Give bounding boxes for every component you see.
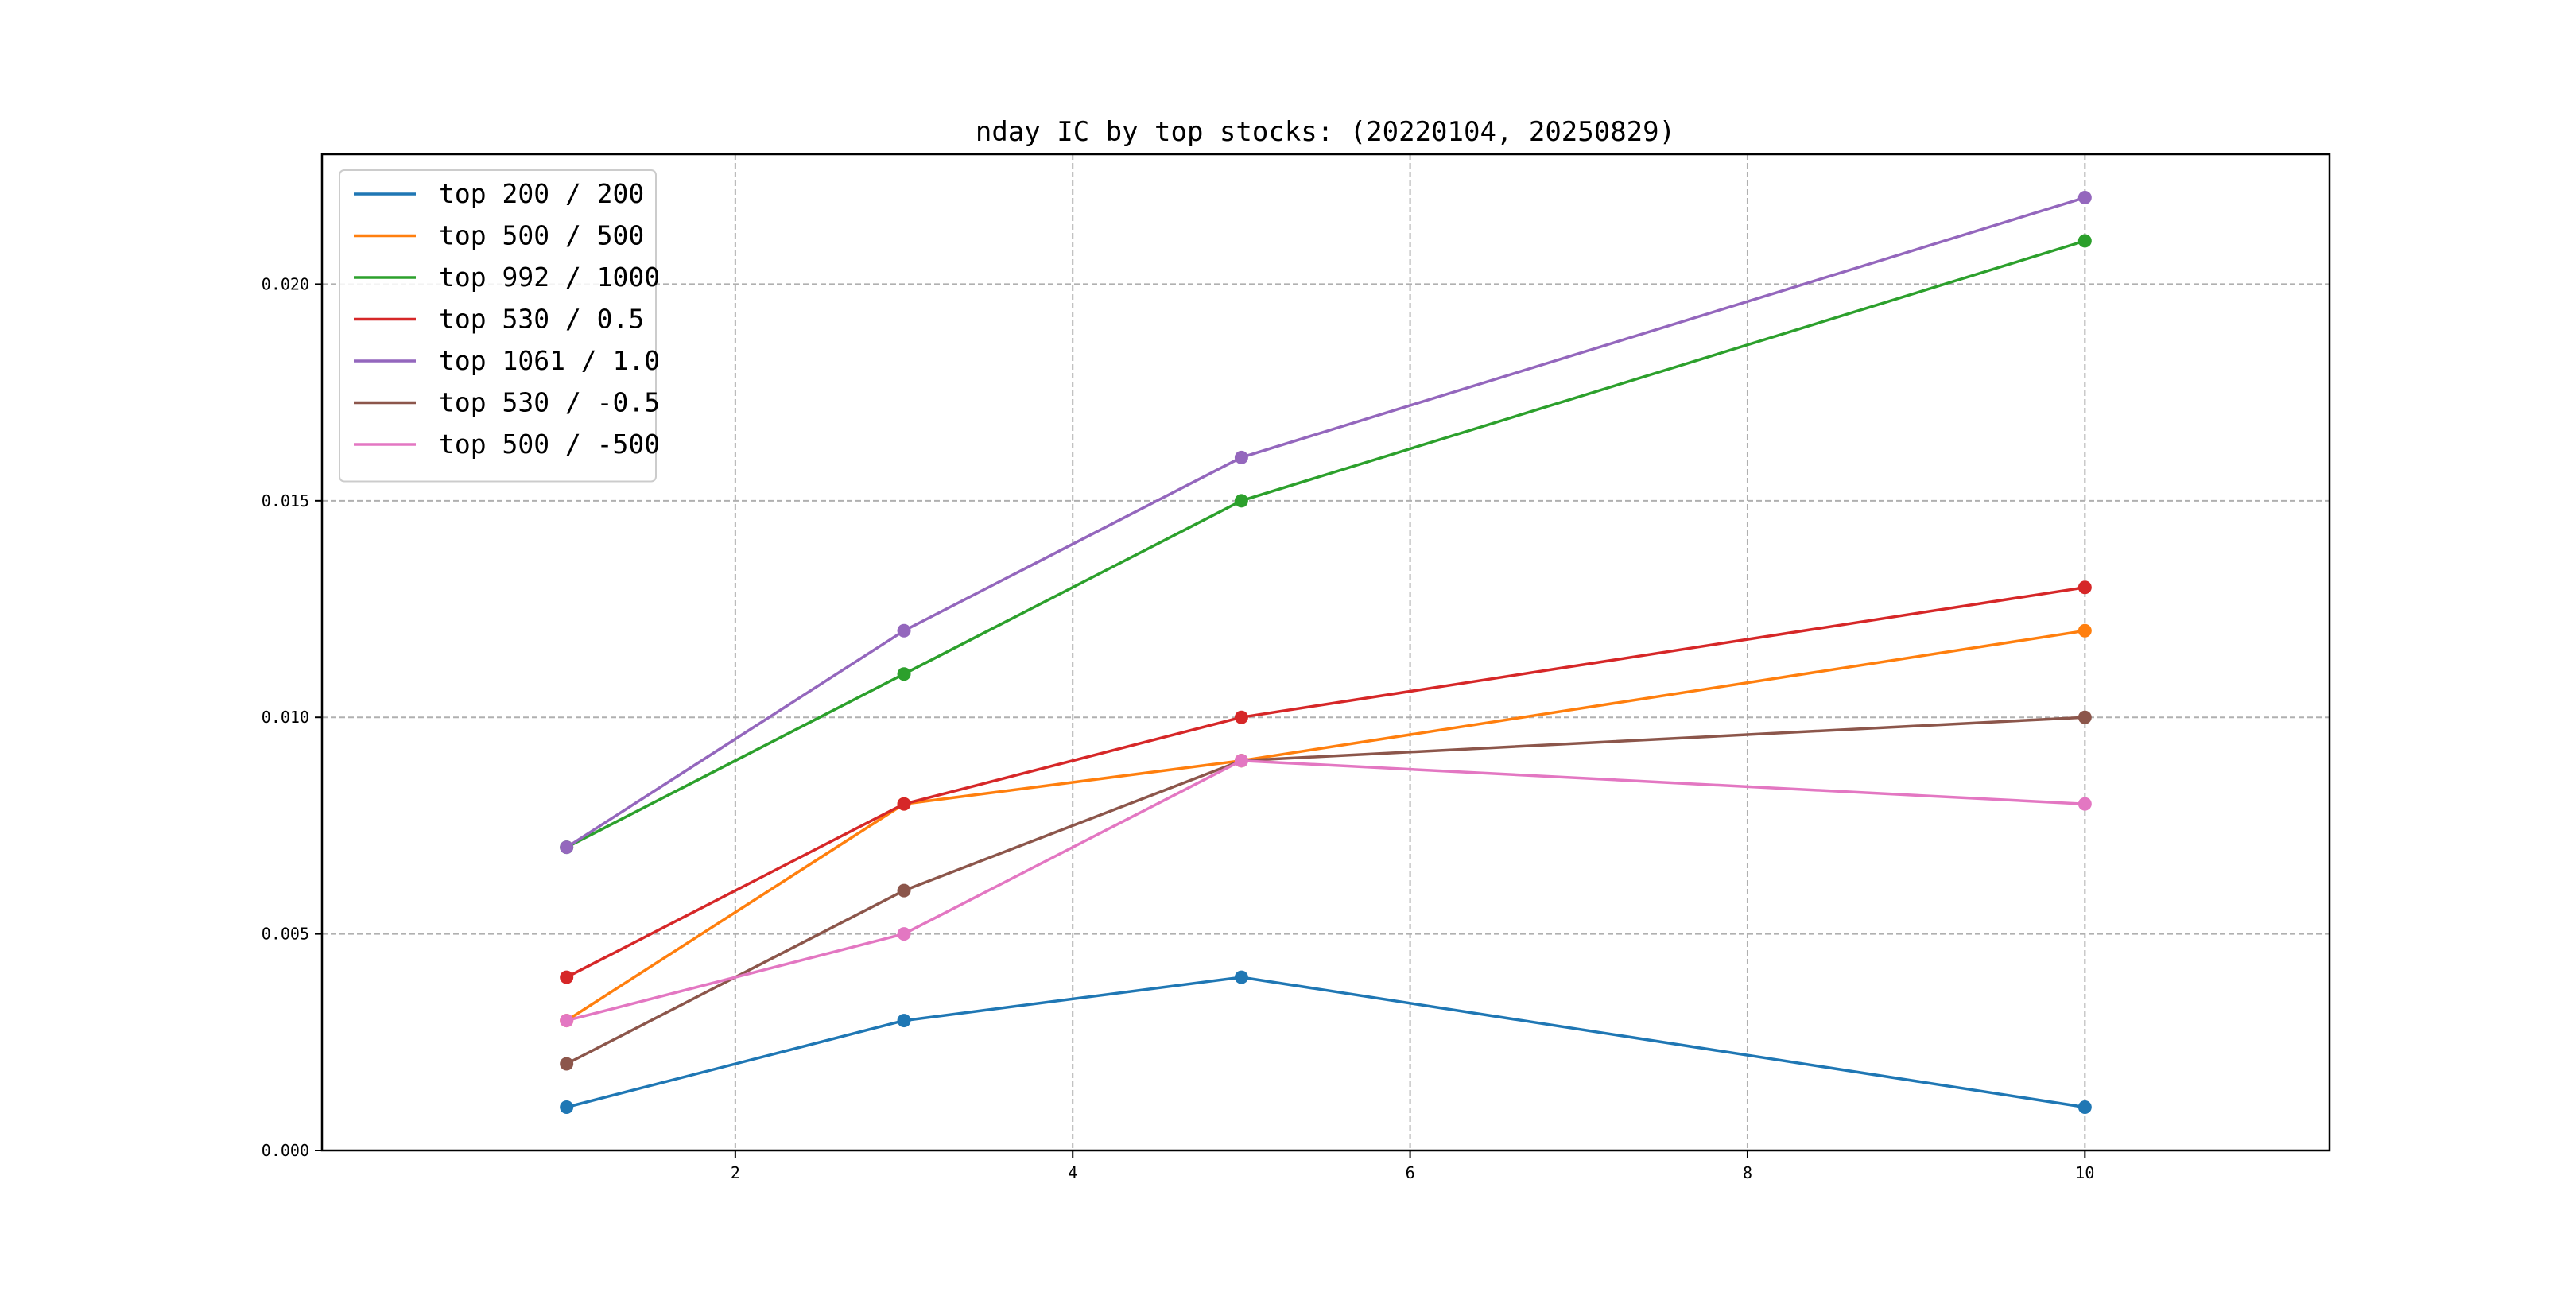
legend-box: [339, 169, 657, 483]
legend-item: top 200 / 200: [354, 178, 644, 209]
data-point: [560, 1057, 574, 1071]
x-tick-label: 2: [731, 1163, 740, 1182]
data-point: [1234, 710, 1248, 724]
data-point: [2077, 710, 2092, 724]
series-group: [560, 623, 2092, 1028]
legend-label: top 500 / -500: [439, 429, 660, 460]
data-point: [2077, 190, 2092, 204]
y-tick-label: 0.000: [262, 1141, 309, 1160]
series-line: [566, 976, 2085, 1109]
y-tick-label: 0.010: [262, 708, 309, 727]
series-group: [560, 580, 2092, 984]
legend-item: top 500 / 500: [354, 220, 644, 251]
series-group: [560, 970, 2092, 1115]
data-point: [560, 970, 574, 984]
series-layer: [560, 190, 2092, 1115]
legend-item: top 500 / -500: [354, 429, 660, 460]
x-tick-label: 6: [1406, 1163, 1415, 1182]
data-point: [2077, 623, 2092, 638]
data-point: [1234, 494, 1248, 508]
x-tick-label: 4: [1068, 1163, 1077, 1182]
y-tick-label: 0.020: [262, 274, 309, 293]
data-point: [897, 1014, 911, 1028]
y-tick-label: 0.005: [262, 925, 309, 944]
legend-label: top 1061 / 1.0: [439, 345, 660, 376]
series-line: [566, 759, 2085, 1022]
legend-item: top 530 / -0.5: [354, 387, 660, 418]
data-point: [897, 797, 911, 811]
x-tick-label: 10: [2075, 1163, 2094, 1182]
data-point: [2077, 1100, 2092, 1115]
data-point: [560, 840, 574, 855]
data-point: [897, 883, 911, 898]
tick-layer: 2 4 6 8 10 0.000 0.005 0.010 0.015 0.020: [262, 274, 2095, 1182]
data-point: [2077, 580, 2092, 595]
y-tick-label: 0.015: [262, 491, 309, 510]
legend: top 200 / 200 top 500 / 500 top 992 / 1000…: [339, 169, 660, 483]
series-line: [565, 586, 2085, 979]
legend-item: top 992 / 1000: [354, 262, 660, 293]
plot-frame: [320, 153, 2331, 1152]
data-point: [2077, 234, 2092, 248]
chart-title: nday IC by top stocks: (20220104, 202508…: [976, 116, 1675, 148]
data-point: [897, 927, 911, 941]
data-point: [1234, 450, 1248, 464]
legend-label: top 200 / 200: [439, 178, 644, 209]
legend-item: top 1061 / 1.0: [354, 345, 660, 376]
legend-label: top 530 / -0.5: [439, 387, 660, 418]
series-group: [560, 234, 2092, 855]
data-point: [560, 1014, 574, 1028]
data-point: [2077, 797, 2092, 811]
series-line: [565, 239, 2085, 849]
data-point: [560, 1100, 574, 1115]
x-tick-label: 8: [1743, 1163, 1752, 1182]
data-point: [897, 667, 911, 681]
legend-label: top 500 / 500: [439, 220, 644, 251]
series-line: [565, 196, 2085, 849]
data-point: [897, 623, 911, 638]
series-line: [565, 716, 2085, 1065]
series-line: [565, 629, 2085, 1022]
data-point: [1234, 970, 1248, 984]
series-group: [560, 190, 2092, 855]
legend-label: top 992 / 1000: [439, 262, 660, 293]
series-group: [560, 754, 2092, 1028]
data-point: [1234, 754, 1248, 768]
legend-label: top 530 / 0.5: [439, 304, 644, 335]
legend-item: top 530 / 0.5: [354, 304, 644, 335]
